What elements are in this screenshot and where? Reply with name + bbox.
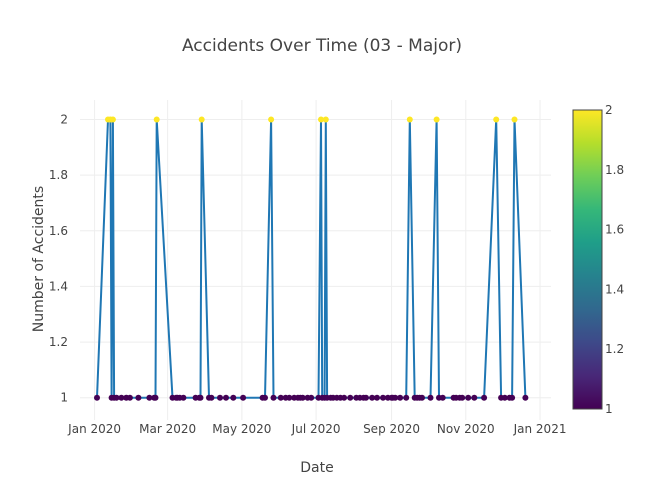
x-tick-label: Jan 2021 xyxy=(513,422,567,436)
y-axis-ticks: 1 1.2 1.4 1.6 1.8 2 xyxy=(49,112,68,404)
y-tick-label: 1.2 xyxy=(49,335,68,349)
colorbar-tick-label: 2 xyxy=(605,103,613,117)
series-line xyxy=(96,118,527,399)
data-point xyxy=(152,394,159,401)
y-tick-label: 2 xyxy=(60,112,68,126)
data-point xyxy=(262,394,268,401)
y-tick-label: 1.6 xyxy=(49,224,68,238)
data-point xyxy=(403,394,410,401)
x-tick-label: Jan 2020 xyxy=(67,422,121,436)
data-point xyxy=(153,116,160,123)
colorbar-tick-label: 1.6 xyxy=(605,223,624,237)
data-point xyxy=(459,394,466,401)
chart-title: Accidents Over Time (03 - Major) xyxy=(182,36,462,56)
x-tick-label: Nov 2020 xyxy=(437,422,495,436)
data-point xyxy=(240,394,247,401)
x-tick-label: Jul 2020 xyxy=(291,422,341,436)
data-point xyxy=(230,394,237,401)
data-point xyxy=(433,116,440,123)
x-axis-ticks: Jan 2020 Mar 2020 May 2020 Jul 2020 Sep 2020… xyxy=(67,422,566,436)
data-point xyxy=(481,394,488,401)
data-point xyxy=(427,394,434,401)
data-point xyxy=(363,394,369,401)
data-point xyxy=(341,394,348,401)
data-point xyxy=(392,394,399,401)
data-point xyxy=(397,394,404,401)
data-point xyxy=(471,394,478,401)
colorbar-tick-label: 1 xyxy=(605,402,613,416)
data-point xyxy=(419,394,425,401)
y-tick-label: 1 xyxy=(60,391,68,405)
data-point xyxy=(208,394,215,401)
colorbar xyxy=(572,109,603,410)
data-point xyxy=(322,116,329,123)
data-point xyxy=(198,116,205,123)
data-point xyxy=(374,394,380,401)
data-point xyxy=(380,394,386,401)
data-point xyxy=(118,394,125,401)
data-point xyxy=(268,116,275,123)
data-point xyxy=(509,394,516,401)
grid xyxy=(80,100,551,420)
colorbar-tick-label: 1.8 xyxy=(605,163,624,177)
data-point xyxy=(493,116,500,123)
colorbar-tick-label: 1.4 xyxy=(605,282,624,296)
data-point xyxy=(299,394,306,401)
data-point xyxy=(465,394,472,401)
x-tick-label: Sep 2020 xyxy=(363,422,420,436)
data-point xyxy=(308,394,315,401)
data-point xyxy=(270,394,277,401)
x-tick-label: Mar 2020 xyxy=(139,422,196,436)
data-point xyxy=(113,394,120,401)
x-tick-label: May 2020 xyxy=(212,422,271,436)
data-point xyxy=(135,394,142,401)
colorbar-tick-label: 1.2 xyxy=(605,342,624,356)
data-point xyxy=(197,394,204,401)
data-point xyxy=(94,394,100,401)
data-point xyxy=(511,116,518,123)
y-tick-label: 1.8 xyxy=(49,168,68,182)
data-point xyxy=(439,394,446,401)
data-point xyxy=(318,116,324,123)
data-point xyxy=(522,394,529,401)
data-point xyxy=(501,394,508,401)
data-point xyxy=(180,394,187,401)
data-point xyxy=(126,394,133,401)
data-point xyxy=(109,116,116,123)
data-point xyxy=(217,394,223,401)
data-point xyxy=(146,394,153,401)
y-tick-label: 1.4 xyxy=(49,279,68,293)
data-point xyxy=(223,394,229,401)
data-point xyxy=(406,116,413,123)
data-point xyxy=(277,394,284,401)
data-point xyxy=(369,394,376,401)
colorbar-ticks: 1 1.2 1.4 1.6 1.8 2 xyxy=(605,103,624,416)
x-axis-title: Date xyxy=(300,460,333,476)
y-axis-title: Number of Accidents xyxy=(31,186,47,332)
data-point xyxy=(347,394,354,401)
series-markers xyxy=(94,116,529,401)
data-point xyxy=(286,394,293,401)
